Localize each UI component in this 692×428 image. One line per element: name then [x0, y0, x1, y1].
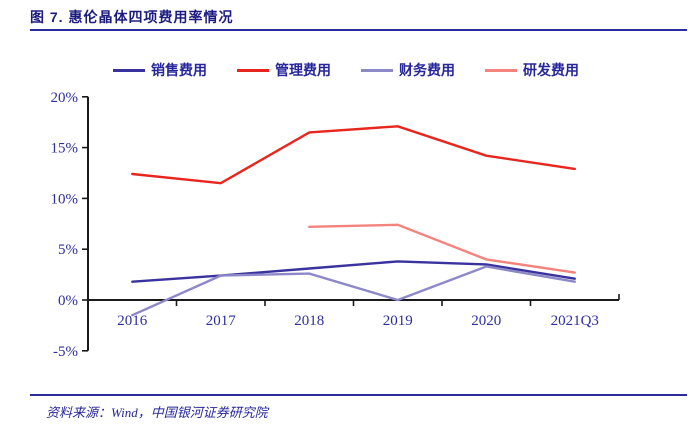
source-text: 资料来源：Wind，中国银河证券研究院 [46, 405, 268, 420]
y-tick-label: -5% [53, 344, 78, 360]
legend-label-finance: 财务费用 [399, 62, 455, 78]
x-tick-label: 2018 [294, 313, 324, 329]
figure-title: 图 7. 惠伦晶体四项费用率情况 [30, 9, 234, 25]
series-line-研发费用 [308, 223, 576, 274]
legend-line-swatch-rnd [485, 68, 517, 72]
legend-label-sales: 销售费用 [151, 62, 207, 78]
series-line-财务费用 [131, 265, 576, 317]
y-tick-label: 20% [51, 90, 79, 106]
legend-line-swatch-finance [361, 68, 393, 72]
legend-label-rnd: 研发费用 [523, 62, 579, 78]
source-rule [30, 394, 687, 396]
y-tick-label: 0% [58, 293, 78, 309]
y-tick-label: 5% [58, 242, 78, 258]
y-tick-label: 10% [51, 191, 79, 207]
chart-legend: 销售费用 管理费用 财务费用 研发费用 [0, 60, 692, 80]
series-line-销售费用 [131, 260, 576, 283]
legend-label-admin: 管理费用 [275, 62, 331, 78]
legend-line-swatch-admin [237, 68, 269, 72]
x-tick-label: 2020 [471, 313, 501, 329]
legend-line-swatch-sales [113, 68, 145, 72]
x-tick-label: 2019 [383, 313, 413, 329]
legend-item-sales: 销售费用 [113, 60, 207, 80]
legend-item-admin: 管理费用 [237, 60, 331, 80]
x-tick-label: 2016 [117, 313, 148, 329]
y-tick-label: 15% [51, 141, 79, 157]
legend-item-finance: 财务费用 [361, 60, 455, 80]
x-tick-label: 2021Q3 [551, 313, 599, 329]
title-rule [30, 29, 687, 31]
x-tick-label: 2017 [206, 313, 237, 329]
series-line-管理费用 [131, 125, 576, 185]
legend-item-rnd: 研发费用 [485, 60, 579, 80]
